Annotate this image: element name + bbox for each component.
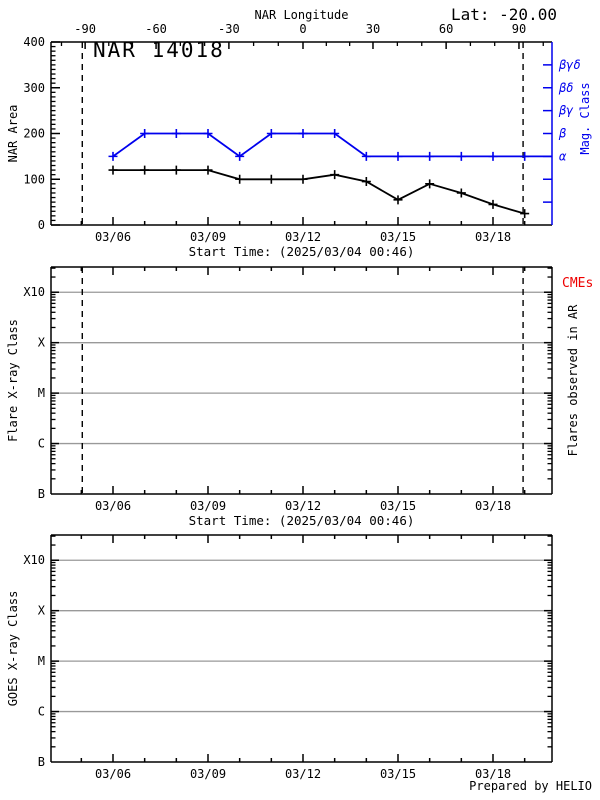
y-tick-label: X10 xyxy=(23,285,45,299)
date-tick-label: 03/09 xyxy=(190,767,226,781)
date-tick-label: 03/15 xyxy=(380,230,416,244)
data-point-marker xyxy=(488,199,498,209)
data-point-marker xyxy=(520,209,530,219)
data-point-marker xyxy=(330,129,340,138)
y-tick-label: 200 xyxy=(23,127,45,141)
longitude-tick-label: 0 xyxy=(299,22,306,36)
data-point-marker xyxy=(425,179,435,189)
start-time-label: Start Time: (2025/03/04 00:46) xyxy=(189,513,415,528)
data-point-marker xyxy=(235,174,245,184)
y-axis-title: NAR Area xyxy=(6,105,20,163)
flares-observed-label: Flares observed in AR xyxy=(566,304,580,456)
mag-class-tick-label: β xyxy=(558,127,567,141)
data-point-marker xyxy=(203,129,213,138)
data-point-marker xyxy=(456,188,466,198)
y-tick-label: C xyxy=(38,437,45,451)
data-point-marker xyxy=(171,129,181,138)
date-tick-label: 03/09 xyxy=(190,499,226,513)
date-tick-label: 03/15 xyxy=(380,499,416,513)
data-point-marker xyxy=(298,129,308,138)
data-point-marker xyxy=(298,174,308,184)
y-tick-label: 0 xyxy=(38,218,45,232)
y-tick-label: X10 xyxy=(23,553,45,567)
data-point-marker xyxy=(140,165,150,175)
y-axis-title: GOES X-ray Class xyxy=(6,591,20,707)
start-time-label: Start Time: (2025/03/04 00:46) xyxy=(189,244,415,259)
mag-class-axis-title: Mag. Class xyxy=(578,82,592,154)
data-point-marker xyxy=(171,165,181,175)
y-axis-title: Flare X-ray Class xyxy=(6,319,20,442)
data-point-marker xyxy=(425,151,435,161)
data-point-marker xyxy=(108,165,118,175)
longitude-tick-label: -90 xyxy=(74,22,96,36)
y-tick-label: M xyxy=(38,654,45,668)
series-line-nar-area xyxy=(113,169,525,215)
data-point-marker xyxy=(140,129,150,138)
mag-class-tick-label: βγδ xyxy=(558,58,581,72)
data-point-marker xyxy=(266,174,276,184)
y-tick-label: X xyxy=(38,604,46,618)
data-point-marker xyxy=(235,151,245,161)
data-point-marker xyxy=(520,151,530,161)
date-tick-label: 03/18 xyxy=(475,230,511,244)
y-tick-label: 300 xyxy=(23,81,45,95)
data-point-marker xyxy=(361,177,371,187)
longitude-tick-label: 60 xyxy=(439,22,453,36)
y-tick-label: X xyxy=(38,336,46,350)
data-point-marker xyxy=(456,151,466,161)
data-point-marker xyxy=(266,129,276,138)
y-tick-label: M xyxy=(38,386,45,400)
panel-goes-xray: 03/06 03/09 03/12 03/15 03/18 B C M X X10 GOES X-r… xyxy=(6,534,553,781)
latitude-label: Lat: -20.00 xyxy=(451,5,557,24)
date-tick-label: 03/12 xyxy=(285,767,321,781)
cmes-label: CMEs xyxy=(562,276,593,291)
data-point-marker xyxy=(393,195,403,205)
date-tick-label: 03/15 xyxy=(380,767,416,781)
top-axis-title: NAR Longitude xyxy=(255,8,349,22)
longitude-tick-label: 90 xyxy=(512,22,526,36)
date-tick-label: 03/18 xyxy=(475,499,511,513)
y-tick-label: C xyxy=(38,705,45,719)
y-tick-label: 100 xyxy=(23,172,45,186)
date-tick-label: 03/18 xyxy=(475,767,511,781)
mag-class-tick-label: βδ xyxy=(558,81,573,95)
data-point-marker xyxy=(330,170,340,180)
longitude-tick-label: -30 xyxy=(218,22,240,36)
data-point-marker xyxy=(393,151,403,161)
longitude-tick-label: 30 xyxy=(366,22,380,36)
series-line-magnetic-class xyxy=(112,132,552,158)
prepared-by-label: Prepared by HELIO xyxy=(469,779,592,793)
data-point-marker xyxy=(488,151,498,161)
mag-class-tick-label: βγ xyxy=(558,104,574,118)
longitude-tick-label: -60 xyxy=(145,22,167,36)
data-point-marker xyxy=(108,151,118,161)
date-tick-label: 03/06 xyxy=(95,499,131,513)
date-tick-label: 03/12 xyxy=(285,499,321,513)
panel-flare-xray: 03/06 03/09 03/12 03/15 03/18 Start Time: (20… xyxy=(6,266,593,528)
y-tick-label: 400 xyxy=(23,35,45,49)
data-point-marker xyxy=(203,165,213,175)
panel-nar-area: 03/06 03/09 03/12 03/15 03/18 Start Time: (20… xyxy=(6,8,592,259)
date-tick-label: 03/09 xyxy=(190,230,226,244)
date-tick-label: 03/06 xyxy=(95,767,131,781)
mag-class-tick-label: α xyxy=(559,149,567,163)
y-tick-label: B xyxy=(38,487,45,501)
date-tick-label: 03/12 xyxy=(285,230,321,244)
data-point-marker xyxy=(361,151,371,161)
date-tick-label: 03/06 xyxy=(95,230,131,244)
y-tick-label: B xyxy=(38,755,45,769)
